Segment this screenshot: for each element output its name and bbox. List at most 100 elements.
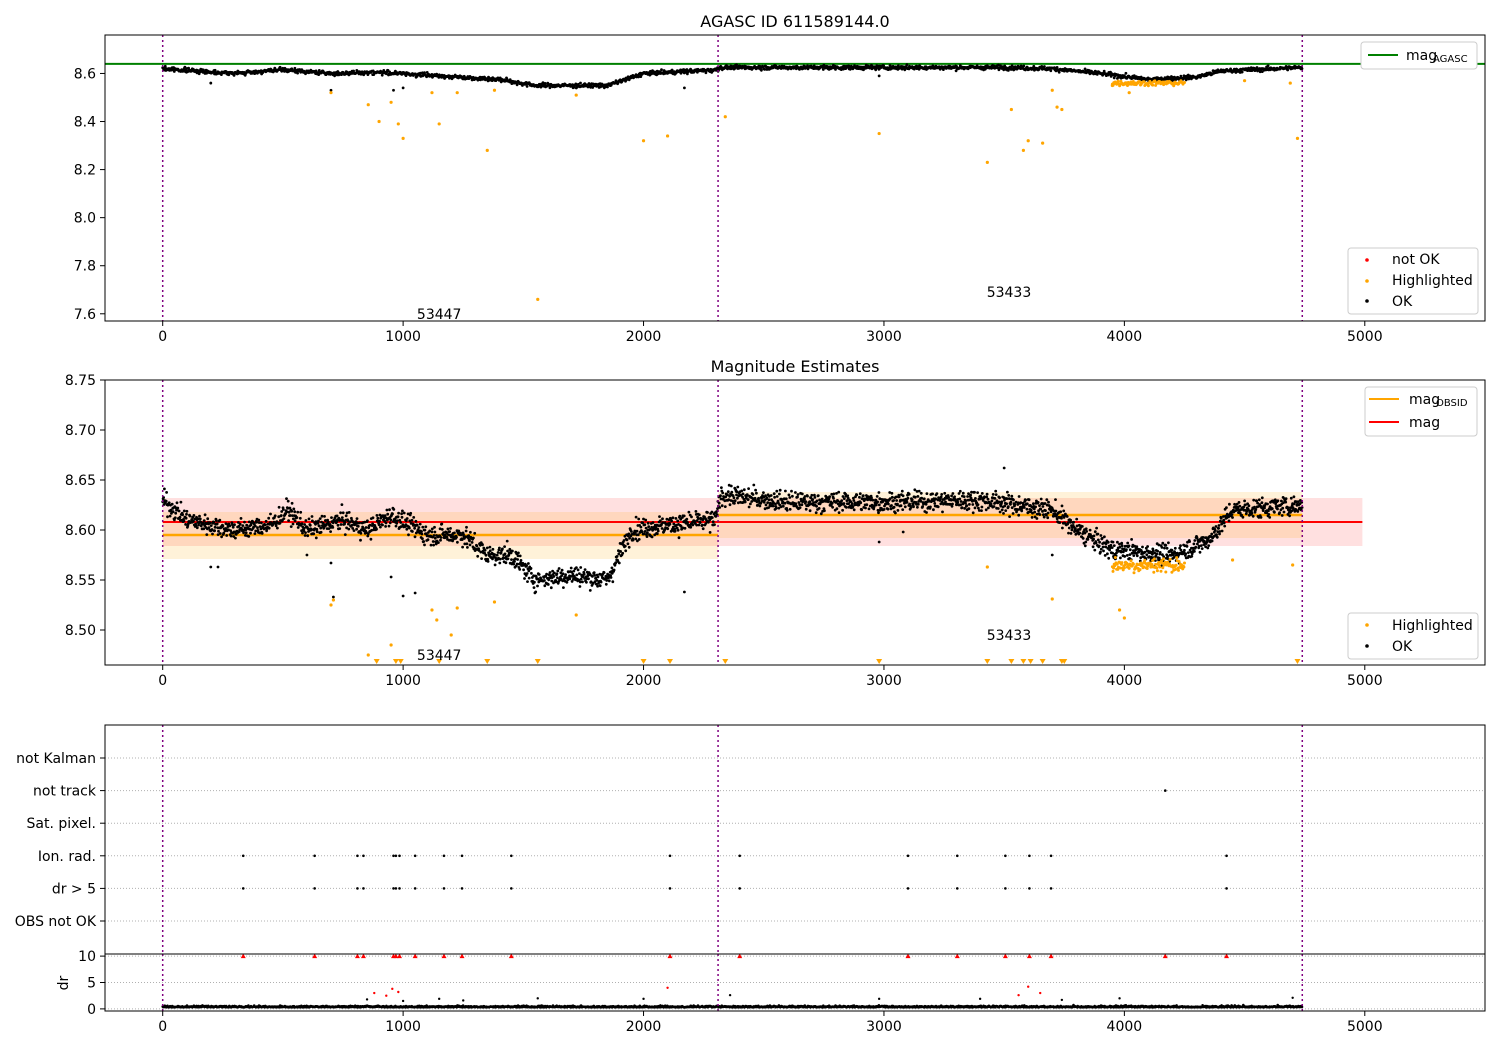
middle-ok-point [890,495,894,499]
middle-ok-point [406,512,410,516]
middle-ok-point [395,519,399,523]
top-ok-point [1284,65,1288,68]
middle-ok-point [736,501,740,505]
middle-ok-point [526,567,530,571]
middle-ok-point [168,514,172,518]
middle-ok-point [196,517,200,521]
middle-ok-point [959,500,963,503]
middle-ok-point [646,531,649,535]
middle-ok-point [968,503,971,506]
middle-ok-point [672,522,676,526]
middle-ok-point [395,521,399,525]
top-ok-point [763,68,766,71]
middle-ok-point [578,572,581,575]
middle-ok-point [671,516,675,520]
middle-ok-point [1161,553,1164,557]
top-xtick-label-4000: 4000 [1107,329,1143,345]
middle-ok-point [719,497,723,501]
middle-ok-point [258,525,262,528]
middle-ok-point [717,501,721,505]
middle-ok-point [1193,550,1196,553]
middle-ok-point [173,516,177,520]
middle-ok-point [506,549,509,553]
middle-ok-point [808,509,812,513]
middle-ok-point [816,494,820,497]
middle-ok-point [583,568,587,571]
middle-ok-point [285,510,289,514]
middle-ok-point [181,513,185,517]
middle-ok-point [1092,537,1095,541]
middle-ok-point [655,532,659,536]
middle-ok-point [269,512,272,516]
middle-ok-point [533,580,536,584]
top-obsid-label-1: 53433 [987,285,1032,301]
middle-ok-point [306,527,310,531]
middle-ok-point [769,494,773,497]
top-ok-point [543,82,547,85]
middle-ok-point [889,507,893,511]
middle-ok-point [595,578,599,582]
middle-ok-point [459,533,463,537]
middle-ok-point [318,524,321,528]
middle-ok-point [512,562,516,566]
middle-ok-point [1164,544,1168,547]
middle-ok-point [798,506,802,509]
middle-ok-point [1042,513,1045,517]
middle-ok-point [1162,555,1166,559]
middle-ok-point [568,577,572,581]
top-ok-point [541,81,545,84]
top-ok-point [1124,71,1128,75]
top-ok-point [760,68,763,72]
middle-ok-point [223,529,227,533]
middle-ok-point [310,515,314,518]
middle-ok-point [1289,496,1293,500]
middle-ok-point [594,576,598,580]
middle-ok-point [1217,526,1220,530]
middle-ok-point [388,508,391,512]
middle-ok-point [710,516,714,519]
middle-ok-point [237,524,241,528]
middle-ok-point [1066,521,1070,525]
middle-ok-point [1170,548,1174,552]
middle-ok-point [804,500,808,503]
middle-ok-point [1007,494,1011,497]
middle-ok-point [329,530,332,533]
middle-ok-point [851,505,855,508]
middle-ok-point [1101,545,1105,549]
middle-ok-point [690,515,693,519]
middle-ok-point [1007,497,1011,500]
middle-ok-point [964,501,967,505]
middle-ok-point [736,496,739,500]
middle-ok-point [411,530,414,533]
middle-ok-point [963,507,966,510]
middle-ok-point [910,498,914,502]
middle-ok-point [467,534,471,538]
middle-ok-outlier [401,594,405,598]
middle-ok-point [1043,502,1047,505]
middle-ok-point [179,500,183,504]
top-panel: AGASC ID 611589144.0 0 1000 2000 3000 4000 50… [74,12,1486,345]
middle-ok-point [896,509,900,512]
middle-ok-point [828,495,831,499]
middle-ok-point [386,512,390,516]
middle-ok-point [1183,548,1186,552]
middle-ok-point [552,571,556,575]
middle-ok-point [202,519,206,522]
middle-ok-point [1230,513,1234,516]
middle-ok-point [731,499,734,503]
middle-ok-point [314,522,317,526]
middle-ok-point [1045,513,1048,517]
middle-ok-point [481,543,484,547]
top-obsid-label-0: 53447 [417,307,462,323]
middle-ok-point [339,523,343,526]
middle-ok-point [1197,544,1201,548]
middle-ok-outlier [877,540,881,544]
middle-ok-point [855,493,859,497]
middle-ok-point [1027,498,1031,502]
top-highlighted-point [536,297,540,301]
middle-ok-point [291,522,295,526]
top-ok-outlier [329,88,333,92]
middle-ok-point [352,529,356,532]
middle-ok-point [913,488,917,492]
middle-ok-point [916,495,920,498]
